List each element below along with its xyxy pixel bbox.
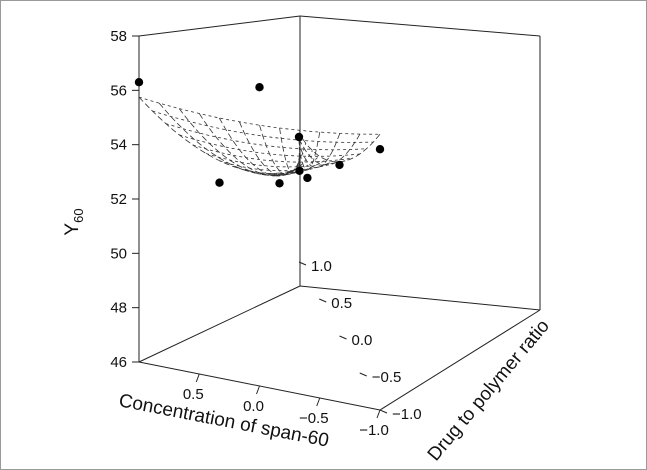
surface-line-x (138, 96, 301, 174)
y-tick-mark (379, 409, 388, 414)
surface-line-y (205, 153, 347, 168)
surface-line-y (179, 134, 360, 157)
y-tick-label: 1.0 (311, 258, 332, 275)
surface-line-x (279, 127, 300, 174)
data-point (275, 179, 284, 188)
y-tick-mark (339, 335, 347, 340)
z-tick-label: 46 (110, 354, 127, 371)
y-tick-label: 0.5 (331, 295, 352, 312)
data-point (255, 83, 264, 92)
data-point (134, 78, 144, 87)
x-tick-mark (256, 385, 260, 395)
y-tick-label: −1.0 (392, 406, 422, 423)
plot-box (138, 15, 541, 411)
data-points (134, 78, 385, 188)
x-tick-mark (316, 397, 321, 407)
surface-line-y (219, 160, 340, 172)
surface-line-y (138, 96, 381, 135)
x-tick-label: 0.5 (183, 386, 204, 403)
y-axis-ticks: −1.0 −0.5 0.0 0.5 1.0 (298, 258, 422, 423)
x-tick-label: −0.5 (299, 410, 329, 427)
x-tick-mark (195, 373, 200, 383)
x-tick-mark (376, 409, 381, 419)
data-point (294, 132, 304, 142)
y-tick-label: −0.5 (372, 369, 402, 386)
svg-text:Y60: Y60 (62, 208, 86, 235)
z-axis-label: Y60 (62, 208, 86, 235)
y-tick-mark (319, 298, 327, 303)
data-point (303, 173, 312, 183)
data-point (375, 145, 385, 154)
x-axis-ticks: 0.5 0.0 −0.5 −1.0 (183, 373, 389, 439)
y-tick-mark (359, 372, 367, 377)
data-point (215, 178, 224, 187)
surface-line-y (232, 161, 333, 174)
surface-line-x (158, 102, 301, 176)
surface-line-y (165, 123, 367, 151)
y-axis-label: Drug to polymer ratio (424, 316, 554, 465)
y-tick-mark (298, 261, 307, 266)
surface-line-y (246, 159, 327, 176)
z-tick-label: 56 (110, 82, 127, 99)
z-axis-ticks: 58 56 54 52 50 48 46 (110, 28, 139, 371)
x-tick-label: 0.0 (243, 398, 264, 415)
surface-line-y (273, 150, 313, 176)
response-surface (138, 96, 381, 177)
data-point (295, 166, 304, 175)
surface-line-y (152, 110, 374, 143)
z-tick-label: 58 (110, 28, 127, 45)
z-tick-label: 52 (110, 191, 127, 208)
y-tick-label: 0.0 (352, 332, 373, 349)
surface-line-x (259, 125, 300, 176)
surface-line-y (259, 155, 320, 177)
z-tick-label: 54 (110, 137, 127, 154)
x-tick-label: −1.0 (359, 422, 389, 439)
z-tick-label: 50 (110, 245, 127, 262)
data-point (335, 160, 344, 170)
z-tick-label: 48 (110, 300, 127, 317)
